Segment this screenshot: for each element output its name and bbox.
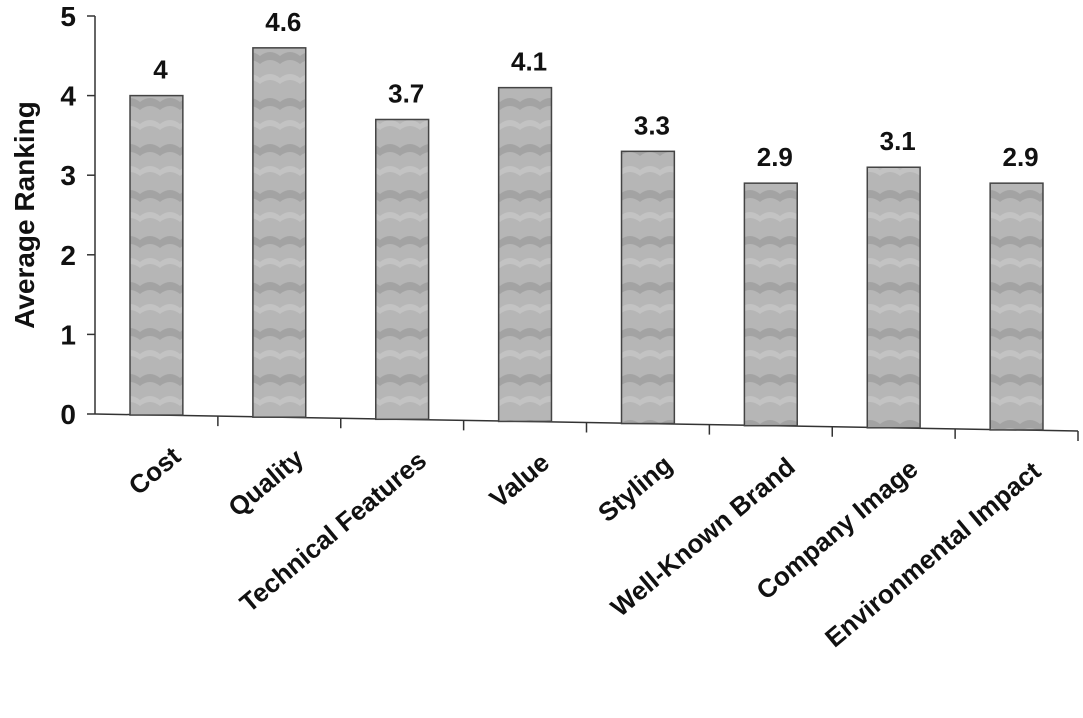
- category-label: Value: [484, 447, 555, 514]
- data-label: 3.3: [634, 110, 670, 140]
- y-tick-label: 1: [60, 319, 76, 350]
- y-tick-label: 3: [60, 160, 76, 191]
- data-labels-group: 4 4.6 3.7 4.1 3.3 2.9 3.1 2.9: [153, 7, 1038, 172]
- bar-styling: [620, 150, 676, 425]
- y-axis-title: Average Ranking: [9, 101, 40, 329]
- category-label: Quality: [222, 442, 309, 522]
- bars-group: [129, 47, 1044, 431]
- data-label: 4: [153, 55, 168, 85]
- category-label: Environmental Impact: [819, 455, 1047, 653]
- data-label: 3.1: [880, 126, 916, 156]
- data-label: 4.1: [511, 47, 547, 77]
- bar-technical-features: [375, 118, 430, 421]
- category-label: Styling: [592, 449, 678, 528]
- y-tick-label: 2: [60, 240, 76, 271]
- data-label: 3.7: [388, 78, 424, 108]
- data-label: 2.9: [757, 142, 793, 172]
- data-label: 2.9: [1002, 142, 1038, 172]
- bar-well-known-brand: [743, 182, 798, 427]
- bar-cost: [129, 94, 184, 416]
- data-label: 4.6: [265, 7, 301, 37]
- bar-value: [497, 86, 553, 423]
- y-tick-label: 5: [60, 1, 76, 32]
- bar-quality: [252, 47, 307, 418]
- category-label: Cost: [123, 440, 187, 500]
- x-axis-ticks: [217, 416, 1079, 441]
- y-tick-label: 4: [60, 81, 76, 112]
- y-axis-ticks: 0 1 2 3 4 5: [60, 1, 95, 430]
- y-tick-label: 0: [60, 399, 76, 430]
- bar-environmental-impact: [989, 182, 1044, 431]
- bar-company-image: [866, 166, 921, 429]
